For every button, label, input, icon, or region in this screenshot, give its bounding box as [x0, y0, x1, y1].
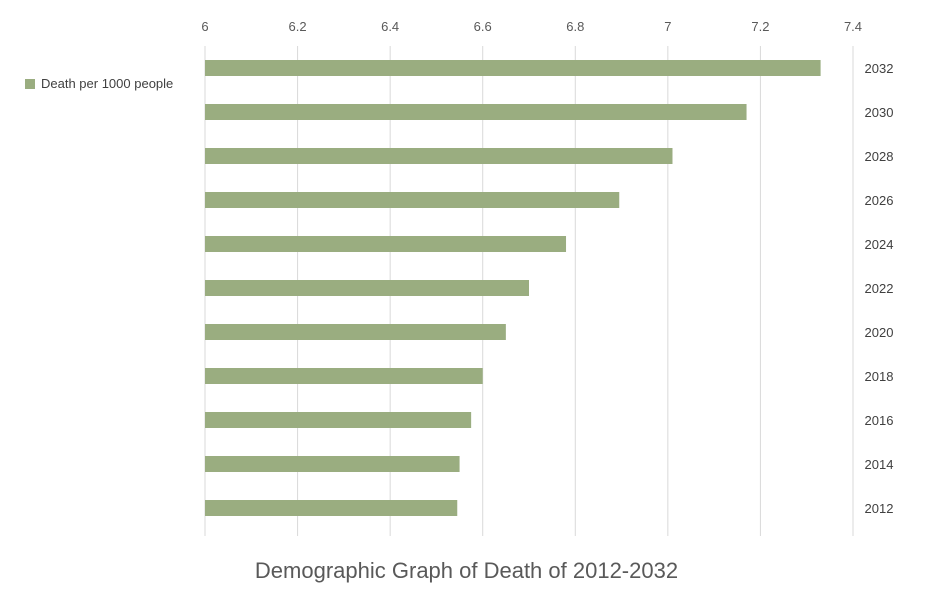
- category-label: 2018: [865, 369, 894, 384]
- bar-2014: [205, 456, 460, 472]
- legend-label: Death per 1000 people: [41, 76, 174, 91]
- bar-2012: [205, 500, 458, 516]
- category-label: 2032: [865, 61, 894, 76]
- category-label: 2030: [865, 105, 894, 120]
- category-label: 2016: [865, 413, 894, 428]
- category-label: 2012: [865, 501, 894, 516]
- bar-2016: [205, 412, 472, 428]
- category-label: 2014: [865, 457, 894, 472]
- bar-2022: [205, 280, 529, 296]
- bar-2028: [205, 148, 673, 164]
- bar-2030: [205, 104, 747, 120]
- bar-2018: [205, 368, 483, 384]
- bar-2020: [205, 324, 506, 340]
- x-tick-label: 6.4: [381, 19, 399, 34]
- bar-2026: [205, 192, 620, 208]
- category-label: 2026: [865, 193, 894, 208]
- legend: Death per 1000 people: [25, 76, 173, 91]
- x-tick-label: 6.8: [566, 19, 584, 34]
- x-tick-label: 7.2: [751, 19, 769, 34]
- legend-swatch: [25, 78, 35, 89]
- x-tick-label: 7: [664, 19, 671, 34]
- x-tick-label: 6: [201, 19, 208, 34]
- category-label: 2028: [865, 149, 894, 164]
- chart-title: Demographic Graph of Death of 2012-2032: [254, 558, 679, 583]
- category-label: 2024: [865, 237, 894, 252]
- x-tick-label: 6.6: [474, 19, 492, 34]
- category-label: 2020: [865, 325, 894, 340]
- x-tick-label: 7.4: [844, 19, 862, 34]
- bar-2032: [205, 60, 821, 76]
- category-label: 2022: [865, 281, 894, 296]
- bar-2024: [205, 236, 567, 252]
- x-tick-label: 6.2: [289, 19, 307, 34]
